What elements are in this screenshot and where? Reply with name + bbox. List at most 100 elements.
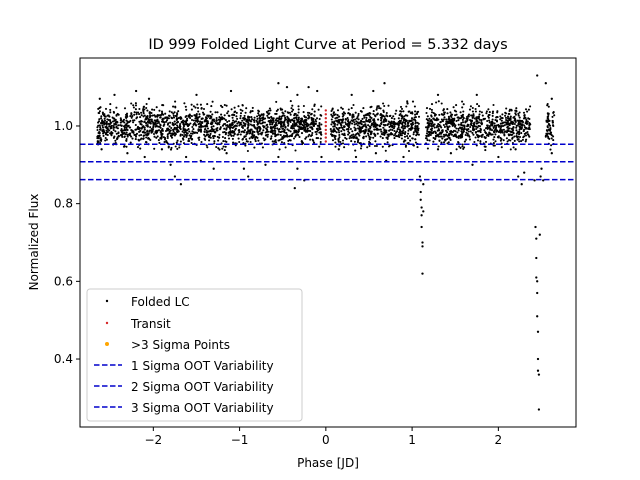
data-point-2904 [476, 130, 479, 133]
data-point-3061 [551, 121, 554, 124]
data-point-1053 [297, 116, 300, 119]
data-point-2615 [504, 114, 507, 117]
data-point-2096 [396, 128, 399, 131]
data-point-1991 [406, 100, 409, 103]
data-point-1562 [142, 125, 145, 128]
data-point-2360 [451, 117, 454, 120]
data-point-2527 [455, 136, 458, 139]
data-point-1629 [344, 121, 347, 124]
data-point-347 [232, 134, 235, 137]
data-point-1149 [197, 116, 200, 119]
data-point-2012 [343, 129, 346, 132]
data-point-897 [139, 147, 142, 150]
data-point-2766 [430, 108, 433, 111]
data-point-1500 [143, 128, 146, 131]
data-point-1085 [307, 124, 310, 127]
data-point-1121 [266, 114, 269, 117]
data-point-2791 [473, 117, 476, 120]
data-point-1563 [182, 123, 185, 126]
data-point-926 [171, 121, 174, 125]
data-point-2511 [480, 135, 483, 138]
data-point-1009 [318, 122, 321, 125]
data-point-2500 [440, 135, 443, 138]
data-point-2827 [430, 111, 434, 114]
data-point-3141 [539, 175, 542, 178]
data-point-1387 [230, 108, 233, 111]
data-point-1252 [140, 120, 144, 123]
data-point-535 [222, 140, 225, 143]
data-point-517 [293, 114, 296, 117]
data-point-37 [280, 141, 283, 144]
data-point-1016 [306, 111, 310, 114]
data-point-161 [278, 130, 281, 133]
data-point-2327 [453, 117, 456, 120]
data-point-2919 [511, 127, 514, 130]
data-point-1928 [356, 132, 359, 135]
data-point-1513 [143, 120, 146, 124]
data-point-3118 [419, 198, 422, 201]
data-point-1611 [270, 116, 273, 120]
data-point-2407 [483, 129, 486, 132]
data-point-823 [313, 104, 316, 108]
data-point-1109 [138, 134, 141, 137]
data-point-1792 [393, 125, 396, 128]
data-point-2948 [520, 140, 523, 143]
data-point-231 [169, 129, 172, 132]
data-point-2409 [516, 138, 519, 141]
data-point-1603 [121, 120, 124, 123]
data-point-2733 [480, 122, 484, 125]
data-point-2018 [359, 147, 363, 150]
data-point-1558 [126, 120, 129, 123]
data-point-2119 [360, 126, 363, 129]
data-point-2976 [528, 117, 531, 121]
data-point-2953 [455, 113, 458, 116]
data-point-1250 [268, 121, 272, 124]
data-point-1402 [288, 119, 291, 122]
data-point-52 [158, 141, 161, 144]
data-point-1381 [146, 125, 149, 128]
data-point-609 [245, 120, 248, 123]
data-point-2854 [505, 123, 508, 126]
data-point-2856 [499, 115, 502, 118]
data-point-2814 [447, 118, 450, 121]
data-point-1943 [416, 121, 419, 124]
data-point-1507 [269, 119, 272, 122]
data-point-2869 [462, 129, 465, 132]
data-point-408 [209, 132, 212, 135]
data-point-2180 [333, 136, 336, 139]
data-point-1183 [224, 145, 227, 148]
data-point-1221 [136, 125, 140, 128]
data-point-1911 [412, 131, 415, 134]
data-point-2032 [333, 122, 336, 125]
data-point-2515 [465, 128, 468, 131]
data-point-2767 [462, 117, 465, 120]
data-point-482 [160, 137, 163, 140]
data-point-2924 [502, 124, 505, 128]
data-point-2910 [473, 128, 476, 131]
data-point-2179 [331, 121, 334, 124]
x-axis-label: Phase [JD] [297, 456, 359, 470]
data-point-3062 [548, 132, 551, 135]
data-point-591 [173, 120, 176, 123]
legend-label-2sigma: 2 Sigma OOT Variability [131, 380, 274, 394]
data-point-41 [220, 113, 223, 116]
data-point-891 [179, 133, 182, 136]
data-point-967 [184, 115, 187, 119]
data-point-934 [161, 129, 164, 132]
data-point-1962 [381, 137, 384, 140]
data-point-2964 [513, 115, 516, 118]
data-point-1450 [247, 116, 250, 119]
data-point-578 [297, 105, 300, 108]
data-point-1590 [125, 114, 128, 117]
data-point-1518 [110, 132, 113, 135]
data-point-2148 [383, 104, 386, 108]
data-point-3000 [524, 122, 527, 125]
data-point-2211 [390, 120, 393, 123]
x-tick-label-1: −1 [231, 433, 249, 447]
data-point-520 [194, 123, 197, 126]
data-point-3124 [421, 272, 424, 275]
data-point-2725 [528, 124, 531, 127]
data-point-2437 [461, 100, 464, 103]
data-point-696 [297, 108, 300, 111]
data-point-1231 [318, 124, 321, 127]
